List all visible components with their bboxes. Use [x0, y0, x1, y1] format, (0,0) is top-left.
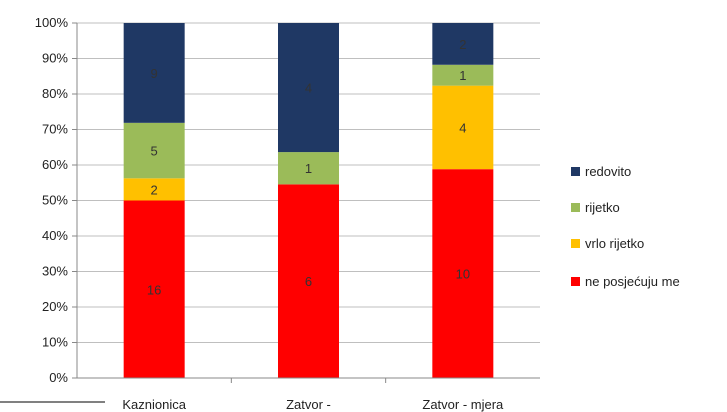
legend-label: vrlo rijetko — [585, 236, 644, 251]
bar-segment — [278, 152, 339, 185]
bar-segment — [123, 23, 185, 123]
bar-segment — [432, 23, 494, 65]
data-label: 9 — [151, 66, 158, 81]
bar-segment — [432, 64, 494, 86]
bar-segment — [123, 122, 185, 179]
legend-swatch — [571, 203, 580, 212]
data-label: 4 — [459, 120, 466, 135]
bar-segment — [123, 178, 185, 201]
data-label: 2 — [459, 37, 466, 52]
legend-swatch — [571, 277, 580, 286]
y-tick-label: 10% — [42, 335, 68, 350]
y-tick-label: 80% — [42, 86, 68, 101]
bar-segment — [278, 23, 339, 153]
bar-segment — [432, 85, 494, 170]
y-tick-label: 30% — [42, 264, 68, 279]
bar-segment — [278, 184, 339, 378]
data-label: 6 — [305, 274, 312, 289]
y-tick-label: 40% — [42, 228, 68, 243]
y-axis: 0% 10% 20% 30% 40% 50% 60% 70% 80% 90% 100% — [35, 15, 78, 385]
data-label: 1 — [459, 68, 466, 83]
category-label: Zatvor - mjera — [422, 397, 504, 412]
data-label: 16 — [147, 282, 161, 297]
legend-swatch — [571, 167, 580, 176]
y-tick-label: 60% — [42, 157, 68, 172]
y-tick-label: 90% — [42, 51, 68, 66]
legend-label: ne posjećuju me — [585, 274, 680, 289]
legend-label: redovito — [585, 164, 631, 179]
bars: 16 2 5 9 6 1 4 10 4 1 2 — [123, 23, 494, 378]
data-label: 2 — [151, 182, 158, 197]
data-label: 5 — [151, 144, 158, 159]
data-label: 1 — [305, 161, 312, 176]
category-label: Kaznionica — [122, 397, 186, 412]
bar-segment — [123, 200, 185, 378]
data-label: 10 — [456, 267, 470, 282]
y-tick-label: 100% — [35, 15, 69, 30]
legend: redovito rijetko vrlo rijetko ne posjećuju … — [571, 164, 680, 289]
bar-segment — [432, 169, 494, 378]
data-label: 4 — [305, 81, 312, 96]
legend-label: rijetko — [585, 200, 620, 215]
x-axis: Kaznionica Zatvor - Zatvor - mjera — [77, 377, 540, 412]
y-tick-label: 70% — [42, 122, 68, 137]
y-tick-label: 50% — [42, 193, 68, 208]
category-label: Zatvor - — [286, 397, 331, 412]
y-tick-label: 0% — [49, 370, 68, 385]
y-tick-label: 20% — [42, 299, 68, 314]
legend-swatch — [571, 239, 580, 248]
